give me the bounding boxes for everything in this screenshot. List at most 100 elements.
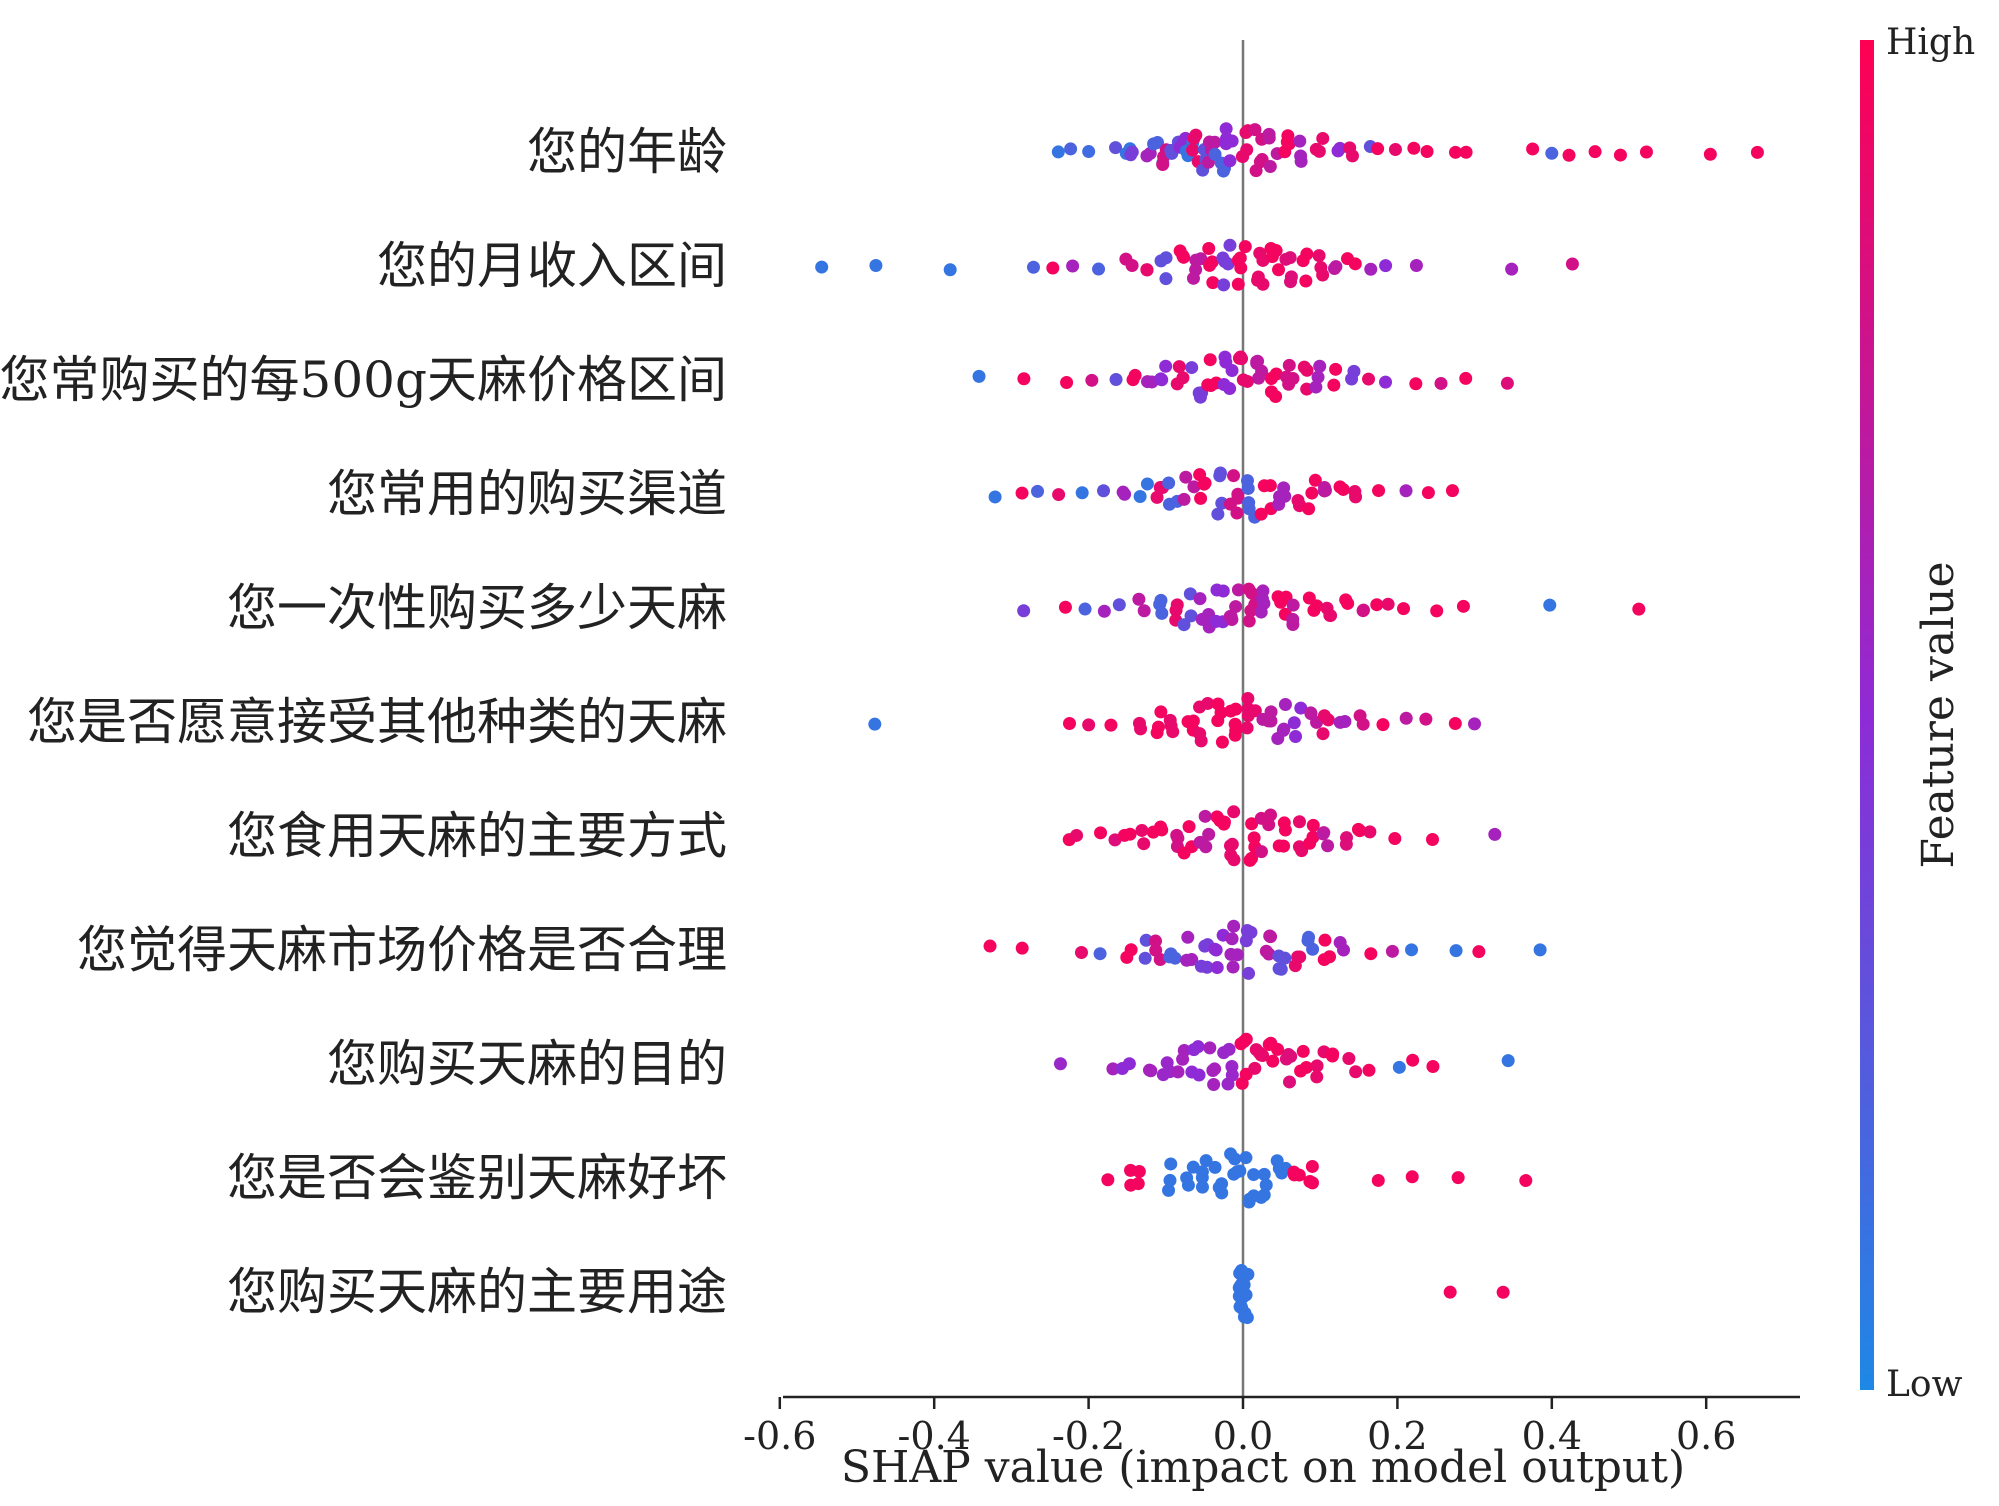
shap-point: [1193, 700, 1207, 714]
shap-point: [1216, 584, 1230, 598]
shap-point: [1074, 945, 1088, 959]
shap-point: [1227, 805, 1241, 819]
shap-point: [1251, 273, 1265, 287]
feature-row-points: [1017, 582, 1646, 634]
shap-point: [1294, 1064, 1308, 1078]
shap-point: [1155, 823, 1169, 837]
shap-point: [1185, 361, 1199, 375]
shap-point: [1293, 950, 1307, 964]
shap-point: [1053, 1057, 1067, 1071]
shap-point: [1292, 815, 1306, 829]
shap-point: [1170, 598, 1184, 612]
x-tick-label: -0.4: [898, 1414, 971, 1458]
shap-point: [1192, 386, 1206, 400]
shap-point: [1229, 724, 1243, 738]
shap-point: [1280, 370, 1294, 384]
shap-point: [1189, 128, 1203, 142]
shap-point: [1264, 705, 1278, 719]
shap-point: [1219, 122, 1233, 136]
shap-point: [1308, 473, 1322, 487]
shap-point: [1238, 240, 1252, 254]
shap-point: [1588, 145, 1602, 159]
shap-point: [1426, 833, 1440, 847]
shap-point: [1227, 853, 1241, 867]
shap-point: [1172, 360, 1186, 374]
shap-point: [1304, 706, 1318, 720]
shap-point: [1213, 814, 1227, 828]
shap-point: [1333, 141, 1347, 155]
shap-point: [1179, 470, 1193, 484]
feature-label: 您是否会鉴别天麻好坏: [227, 1149, 727, 1207]
shap-point: [1151, 135, 1165, 149]
shap-point: [1501, 1054, 1515, 1068]
shap-point: [1231, 491, 1245, 505]
shap-point: [1371, 1173, 1385, 1187]
shap-point: [1231, 583, 1245, 597]
feature-label: 您一次性购买多少天麻: [227, 579, 727, 637]
shap-point: [1140, 477, 1154, 491]
shap-point: [1239, 1032, 1253, 1046]
shap-point: [1297, 360, 1311, 374]
shap-point: [1327, 261, 1341, 275]
shap-point: [1241, 692, 1255, 706]
shap-point: [1562, 148, 1576, 162]
shap-point: [1217, 278, 1231, 292]
shap-point: [1062, 717, 1076, 731]
shap-point: [1385, 944, 1399, 958]
shap-point: [1406, 1053, 1420, 1067]
shap-point: [1265, 250, 1279, 264]
shap-point: [815, 260, 829, 274]
shap-point: [1109, 141, 1123, 155]
shap-point: [1194, 491, 1208, 505]
feature-label: 您的月收入区间: [377, 237, 727, 295]
shap-point: [1533, 943, 1547, 957]
shap-point: [1015, 941, 1029, 955]
x-tick-label: -0.6: [743, 1414, 816, 1458]
feature-label: 您购买天麻的主要用途: [227, 1263, 727, 1321]
shap-point: [1262, 127, 1276, 141]
shap-point: [1251, 354, 1265, 368]
shap-point: [1363, 825, 1377, 839]
shap-point: [1266, 1054, 1280, 1068]
shap-point: [1177, 846, 1191, 860]
shap-point: [1140, 263, 1154, 277]
shap-point: [1225, 932, 1239, 946]
shap-point: [1247, 1168, 1261, 1182]
shap-point: [1218, 255, 1232, 269]
shap-point: [1459, 371, 1473, 385]
shap-point: [1434, 376, 1448, 390]
shap-point: [1399, 711, 1413, 725]
shap-point: [1239, 934, 1253, 948]
shap-point: [1496, 1285, 1510, 1299]
shap-point: [1097, 604, 1111, 618]
shap-point: [1082, 145, 1096, 159]
shap-point: [1183, 587, 1197, 601]
feature-label: 您食用天麻的主要方式: [227, 807, 727, 865]
shap-point: [1236, 1290, 1250, 1304]
shap-point: [1082, 718, 1096, 732]
shap-point: [1364, 947, 1378, 961]
shap-point: [1459, 145, 1473, 159]
shap-point: [1233, 251, 1247, 265]
shap-point: [1236, 150, 1250, 164]
shap-point: [1186, 143, 1200, 157]
shap-point: [1248, 123, 1262, 137]
shap-point: [1254, 507, 1268, 521]
shap-point: [1202, 241, 1216, 255]
shap-point: [1163, 950, 1177, 964]
shap-point: [1333, 936, 1347, 950]
shap-point: [1294, 701, 1308, 715]
shap-point: [1311, 370, 1325, 384]
shap-point: [1204, 379, 1218, 393]
shap-point: [1017, 604, 1031, 618]
shap-point: [1264, 714, 1278, 728]
shap-point: [1248, 704, 1262, 718]
shap-point: [1301, 933, 1315, 947]
shap-point: [1208, 942, 1222, 956]
shap-point: [1321, 839, 1335, 853]
shap-point: [1294, 149, 1308, 163]
shap-point: [1333, 715, 1347, 729]
shap-point: [1310, 1070, 1324, 1084]
